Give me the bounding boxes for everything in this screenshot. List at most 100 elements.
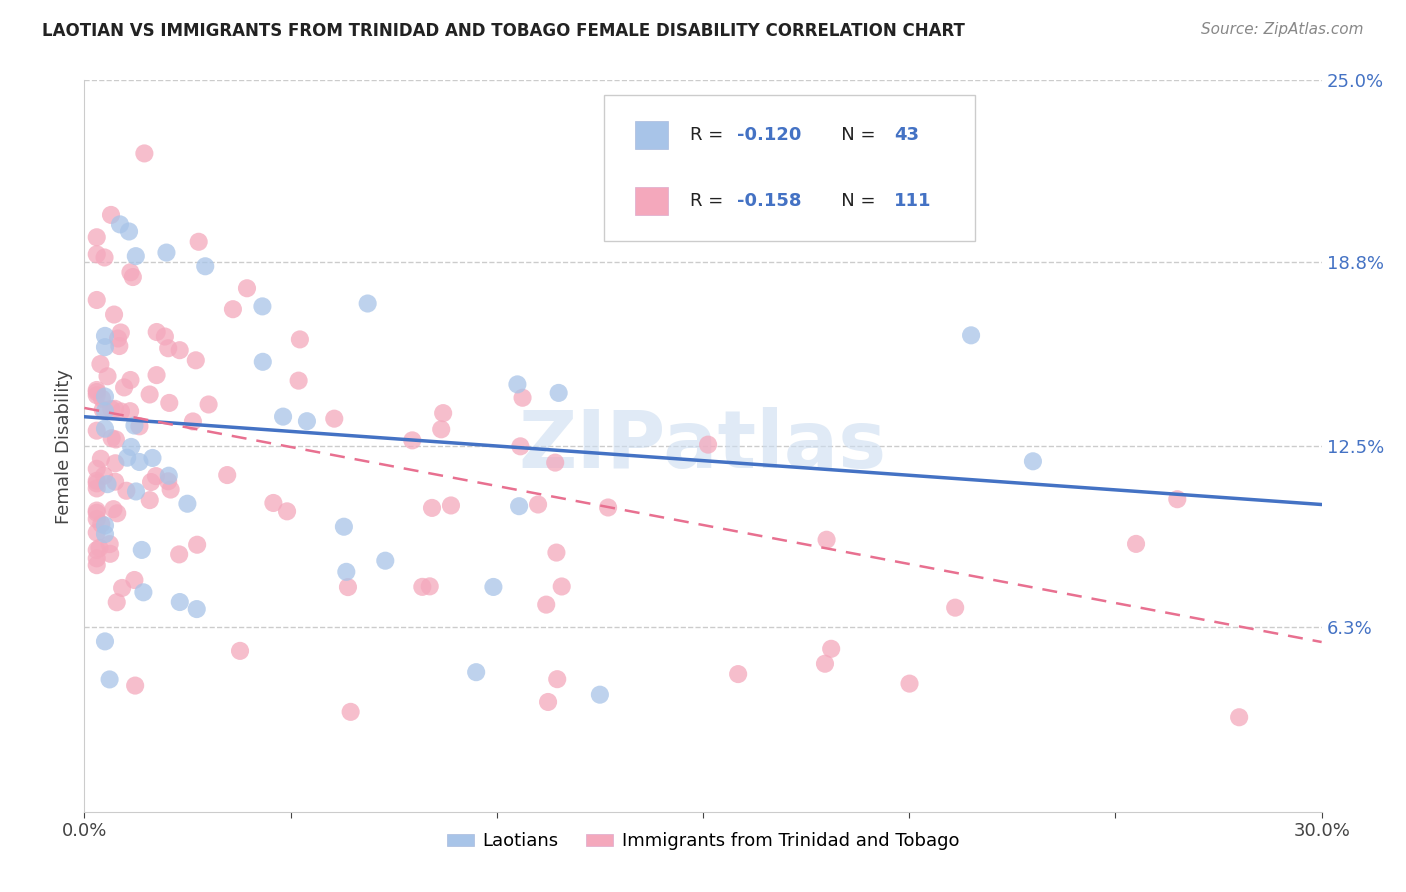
Point [115, 450, 138, 465]
Point [86, 512, 108, 526]
Point [943, 600, 966, 615]
Point [222, 302, 245, 317]
Point [100, 402, 122, 417]
Point [90, 516, 112, 531]
Point [120, 440, 142, 454]
Point [419, 579, 441, 593]
Point [187, 235, 209, 249]
Point [86, 388, 108, 402]
Point [86, 558, 108, 573]
FancyBboxPatch shape [636, 121, 668, 149]
Point [157, 341, 180, 355]
Point [86, 383, 108, 397]
Point [90, 451, 112, 466]
Point [157, 475, 180, 489]
Point [98, 673, 121, 687]
FancyBboxPatch shape [636, 187, 668, 215]
Point [727, 667, 749, 681]
Point [252, 355, 274, 369]
Point [110, 326, 132, 340]
Point [120, 373, 142, 387]
Point [132, 585, 155, 599]
Point [236, 281, 259, 295]
Point [898, 676, 921, 690]
Point [544, 456, 567, 470]
Legend: Laotians, Immigrants from Trinidad and Tobago: Laotians, Immigrants from Trinidad and T… [439, 825, 967, 857]
Point [1166, 492, 1188, 507]
Point [432, 406, 454, 420]
Point [960, 328, 983, 343]
Point [110, 404, 132, 418]
Point [86, 503, 108, 517]
Point [411, 580, 433, 594]
Point [229, 644, 252, 658]
Point [125, 484, 148, 499]
Point [86, 551, 108, 566]
Point [97, 477, 120, 491]
Point [94, 634, 117, 648]
Point [181, 414, 204, 428]
Point [86, 474, 108, 488]
Point [356, 296, 378, 310]
Point [335, 565, 357, 579]
Point [98, 547, 121, 561]
Point [91, 392, 114, 406]
Point [157, 468, 180, 483]
Point [288, 333, 311, 347]
Point [103, 502, 125, 516]
Text: R =: R = [690, 192, 730, 210]
Point [217, 468, 239, 483]
Point [121, 270, 143, 285]
Point [271, 409, 294, 424]
Point [145, 368, 167, 383]
Point [153, 329, 176, 343]
Point [527, 498, 550, 512]
Text: -0.158: -0.158 [737, 192, 801, 210]
Point [118, 225, 141, 239]
Point [111, 581, 134, 595]
Point [124, 418, 146, 433]
Point [86, 506, 108, 520]
Point [128, 455, 150, 469]
Point [169, 595, 191, 609]
Point [1227, 710, 1250, 724]
Point [94, 518, 117, 533]
Point [374, 554, 396, 568]
Point [157, 396, 180, 410]
Point [94, 329, 117, 343]
Point [697, 437, 720, 451]
Point [94, 390, 117, 404]
Point [509, 439, 531, 453]
Point [252, 299, 274, 313]
Point [104, 401, 127, 416]
Y-axis label: Female Disability: Female Disability [55, 368, 73, 524]
Point [506, 377, 529, 392]
Point [167, 548, 190, 562]
Point [103, 308, 125, 322]
Point [86, 462, 108, 476]
Point [537, 695, 560, 709]
Point [86, 230, 108, 244]
Point [112, 380, 135, 394]
Text: 43: 43 [894, 126, 920, 145]
Point [125, 249, 148, 263]
Point [105, 506, 128, 520]
Point [86, 482, 108, 496]
Point [105, 595, 128, 609]
Point [336, 580, 359, 594]
Text: LAOTIAN VS IMMIGRANTS FROM TRINIDAD AND TOBAGO FEMALE DISABILITY CORRELATION CHA: LAOTIAN VS IMMIGRANTS FROM TRINIDAD AND … [42, 22, 965, 40]
Point [262, 496, 284, 510]
Point [93, 468, 115, 483]
Point [120, 265, 142, 279]
Point [104, 456, 127, 470]
Point [86, 476, 108, 491]
Point [186, 538, 208, 552]
Point [184, 353, 207, 368]
Point [155, 245, 177, 260]
Point [1125, 537, 1147, 551]
Point [98, 537, 121, 551]
Point [194, 260, 217, 274]
Point [124, 679, 146, 693]
Point [551, 579, 574, 593]
Text: N =: N = [824, 192, 882, 210]
